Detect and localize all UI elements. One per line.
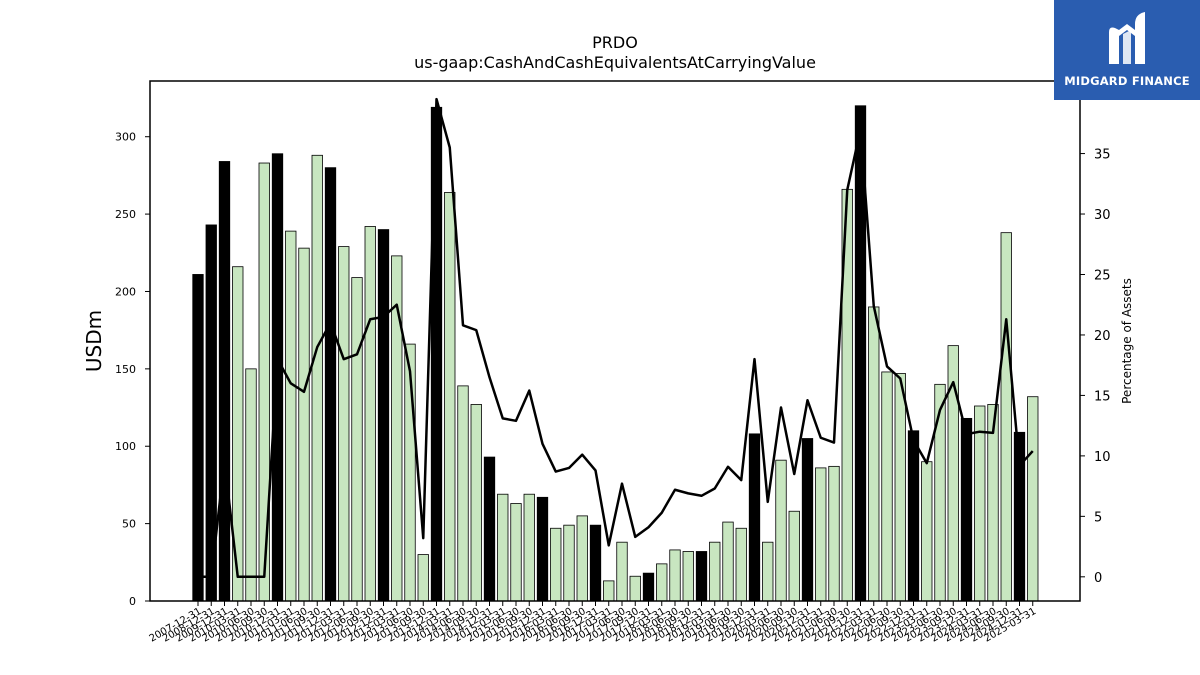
bar-2019-03-31 <box>709 541 721 602</box>
bar-2012-03-31 <box>338 246 350 602</box>
bar-2021-03-31 <box>815 467 827 602</box>
y-tick-label: 200 <box>115 285 136 298</box>
bar-2019-06-30 <box>722 521 734 602</box>
bar-2015-12-31 <box>536 496 549 602</box>
bar-2017-12-31 <box>642 572 655 602</box>
x-axis: 2007-12-312008-12-312009-12-312010-03-31… <box>148 601 1038 645</box>
bar-2014-06-30 <box>457 385 469 602</box>
y-tick-label: 100 <box>115 440 136 453</box>
y2-tick-label: 15 <box>1094 389 1111 404</box>
bars-group <box>192 105 1039 602</box>
bar-2014-09-30 <box>470 404 482 602</box>
bar-2012-12-31 <box>377 229 390 602</box>
midgard-finance-logo: MIDGARD FINANCE <box>1054 0 1200 100</box>
bar-2018-03-31 <box>656 563 668 602</box>
y2-tick-label: 10 <box>1094 450 1111 465</box>
bar-2011-12-31 <box>324 167 337 602</box>
y2-tick-label: 20 <box>1094 329 1111 344</box>
bar-2011-09-30 <box>311 154 323 602</box>
bar-2018-12-31 <box>695 551 708 602</box>
y2-tick-label: 0 <box>1094 571 1102 586</box>
bar-2020-09-30 <box>788 510 800 602</box>
bar-2012-09-30 <box>364 226 376 602</box>
bar-2013-09-30 <box>417 554 429 602</box>
y-tick-label: 0 <box>129 595 136 608</box>
bar-2022-09-30 <box>894 373 906 602</box>
bar-2016-09-30 <box>576 515 588 602</box>
bar-2016-06-30 <box>563 524 575 602</box>
bar-2018-06-30 <box>669 549 681 602</box>
y-axis-label: USDm <box>82 310 106 372</box>
bar-2020-06-30 <box>775 459 787 602</box>
bar-2022-06-30 <box>881 371 893 602</box>
chart-title: PRDO <box>592 33 638 52</box>
bar-2017-03-31 <box>603 580 615 602</box>
bar-2011-03-31 <box>285 230 297 602</box>
bar-2024-03-31 <box>974 405 986 602</box>
y-axis-right: 0510152025303540 <box>1080 87 1111 586</box>
bar-2014-03-31 <box>444 192 456 602</box>
bar-2017-06-30 <box>616 541 628 602</box>
bar-2009-12-31 <box>218 161 231 602</box>
y-axis-left: 0 50 100 150 200 250 300 <box>115 131 150 608</box>
bar-2025-03-31 <box>1027 396 1039 602</box>
bar-2016-12-31 <box>589 524 602 602</box>
chart-subtitle: us-gaap:CashAndCashEquivalentsAtCarrying… <box>414 53 816 72</box>
y2-tick-label: 5 <box>1094 510 1102 525</box>
percentage-line <box>198 97 1034 579</box>
bar-2010-06-30 <box>245 368 257 602</box>
bar-2017-09-30 <box>629 575 641 602</box>
logo-text: MIDGARD FINANCE <box>1064 74 1190 88</box>
y-tick-label: 250 <box>115 208 136 221</box>
y-tick-label: 300 <box>115 131 136 144</box>
bar-2019-12-31 <box>748 433 761 602</box>
bar-2015-06-30 <box>510 503 522 602</box>
bar-2021-06-30 <box>828 465 840 602</box>
bar-2023-03-31 <box>921 461 933 602</box>
bar-2020-03-31 <box>762 541 774 602</box>
bar-2015-09-30 <box>523 493 535 602</box>
bar-2011-06-30 <box>298 247 310 602</box>
bar-2020-12-31 <box>801 438 814 602</box>
bar-2023-12-31 <box>960 417 973 602</box>
bar-2012-06-30 <box>351 277 363 602</box>
y-tick-label: 150 <box>115 363 136 376</box>
bar-2016-03-31 <box>550 527 562 602</box>
midgard-m-logo-icon <box>1109 12 1145 64</box>
y2-tick-label: 35 <box>1094 148 1111 163</box>
y2-tick-label: 30 <box>1094 208 1111 223</box>
bar-2014-12-31 <box>483 456 496 602</box>
bar-2007-12-31 <box>192 274 204 602</box>
y-tick-label: 50 <box>122 518 136 531</box>
bar-2018-09-30 <box>682 551 694 602</box>
bar-2019-09-30 <box>735 527 747 602</box>
plot-frame <box>149 80 1081 602</box>
y2-tick-label: 25 <box>1094 268 1111 283</box>
bar-2024-09-30 <box>1000 232 1012 602</box>
bar-2015-03-31 <box>497 493 509 602</box>
bar-2023-06-30 <box>934 383 946 602</box>
y2-axis-label: Percentage of Assets <box>1120 278 1134 404</box>
bar-2022-03-31 <box>868 306 880 602</box>
bar-2022-12-31 <box>907 430 920 602</box>
